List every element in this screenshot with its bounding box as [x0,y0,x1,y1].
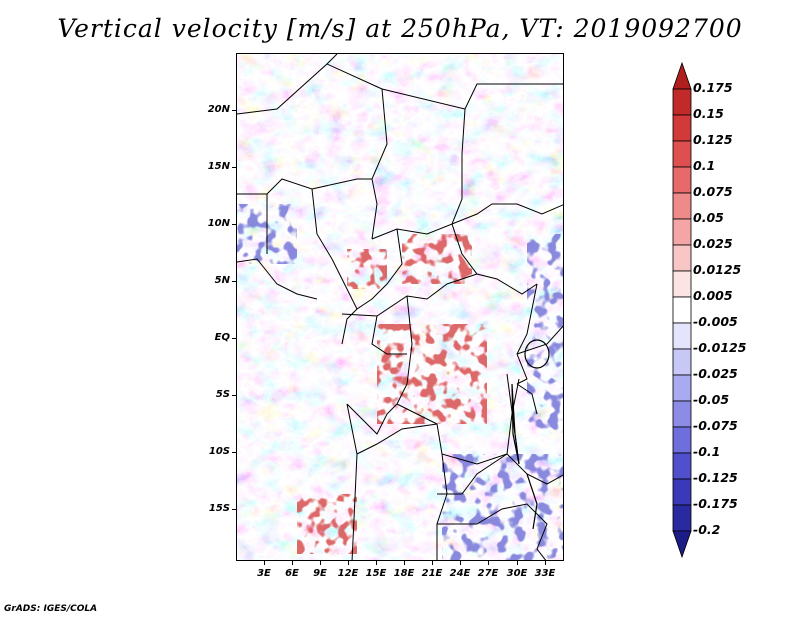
colorbar-label: 0.0125 [693,262,742,277]
lon-tick [376,561,377,565]
colorbar-bin [672,62,692,90]
lat-label: 10N [207,218,230,229]
colorbar-label: 0.005 [693,288,733,303]
colorbar-label: 0.125 [693,132,733,147]
colorbar-bin [672,296,692,324]
lon-tick [404,561,405,565]
lon-tick [292,561,293,565]
colorbar-label: 0.1 [693,158,716,173]
lat-label: 10S [208,446,230,457]
lon-tick [488,561,489,565]
lon-label: 24E [449,568,471,579]
colorbar-label: 0.025 [693,236,733,251]
chart-title: Vertical velocity [m/s] at 250hPa, VT: 2… [57,14,743,43]
lat-tick [232,395,236,396]
colorbar-label: -0.2 [693,522,721,537]
lat-tick [232,281,236,282]
lat-tick [232,224,236,225]
lon-tick [460,561,461,565]
lon-tick [264,561,265,565]
lon-tick [320,561,321,565]
vertical-velocity-field [237,54,563,560]
updraft-zones [297,234,487,554]
lat-tick [232,452,236,453]
colorbar-label: -0.175 [693,496,738,511]
lat-tick [232,110,236,111]
colorbar-bin [672,452,692,480]
lat-tick [232,338,236,339]
colorbar-bin [672,88,692,116]
lon-label: 27E [477,568,499,579]
lat-label: 20N [207,104,230,115]
colorbar-bin [672,322,692,350]
grads-credit: GrADS: IGES/COLA [4,604,98,614]
lake-outlines [511,339,550,530]
colorbar-bin [672,426,692,454]
lon-label: 33E [534,568,556,579]
lon-label: 6E [285,568,299,579]
colorbar-bin [672,244,692,272]
colorbar-bin [672,504,692,532]
lat-label: 5N [214,275,230,286]
lon-label: 15E [365,568,387,579]
colorbar-label: -0.0125 [693,340,747,355]
colorbar-label: 0.05 [693,210,724,225]
colorbar-bin [672,114,692,142]
colorbar-bin [672,478,692,506]
colorbar-label: -0.125 [693,470,738,485]
lat-label: 15S [208,503,230,514]
colorbar-label: -0.025 [693,366,738,381]
lon-label: 3E [257,568,271,579]
lon-label: 30E [506,568,528,579]
lon-label: 18E [393,568,415,579]
lat-label: 5S [215,389,230,400]
lat-tick [232,167,236,168]
colorbar-bin [672,374,692,402]
colorbar-bin [672,218,692,246]
lon-label: 9E [313,568,327,579]
colorbar-label: 0.075 [693,184,733,199]
lat-tick [232,509,236,510]
colorbar-bin [672,166,692,194]
lon-tick [517,561,518,565]
colorbar-bin [672,348,692,376]
colorbar [672,62,692,558]
colorbar-bin [672,140,692,168]
country-boundaries [237,54,563,560]
colorbar-label: -0.1 [693,444,721,459]
lon-tick [545,561,546,565]
colorbar-label: -0.005 [693,314,738,329]
colorbar-bin [672,400,692,428]
lon-tick [348,561,349,565]
colorbar-bin [672,270,692,298]
map-panel [236,53,564,561]
colorbar-label: -0.075 [693,418,738,433]
colorbar-label: 0.15 [693,106,724,121]
colorbar-label: 0.175 [693,80,733,95]
lat-label: EQ [214,332,230,343]
lon-label: 12E [337,568,359,579]
lon-tick [432,561,433,565]
colorbar-label: -0.05 [693,392,730,407]
colorbar-bin [672,192,692,220]
lon-label: 21E [421,568,443,579]
lat-label: 15N [207,161,230,172]
colorbar-bin [672,530,692,558]
